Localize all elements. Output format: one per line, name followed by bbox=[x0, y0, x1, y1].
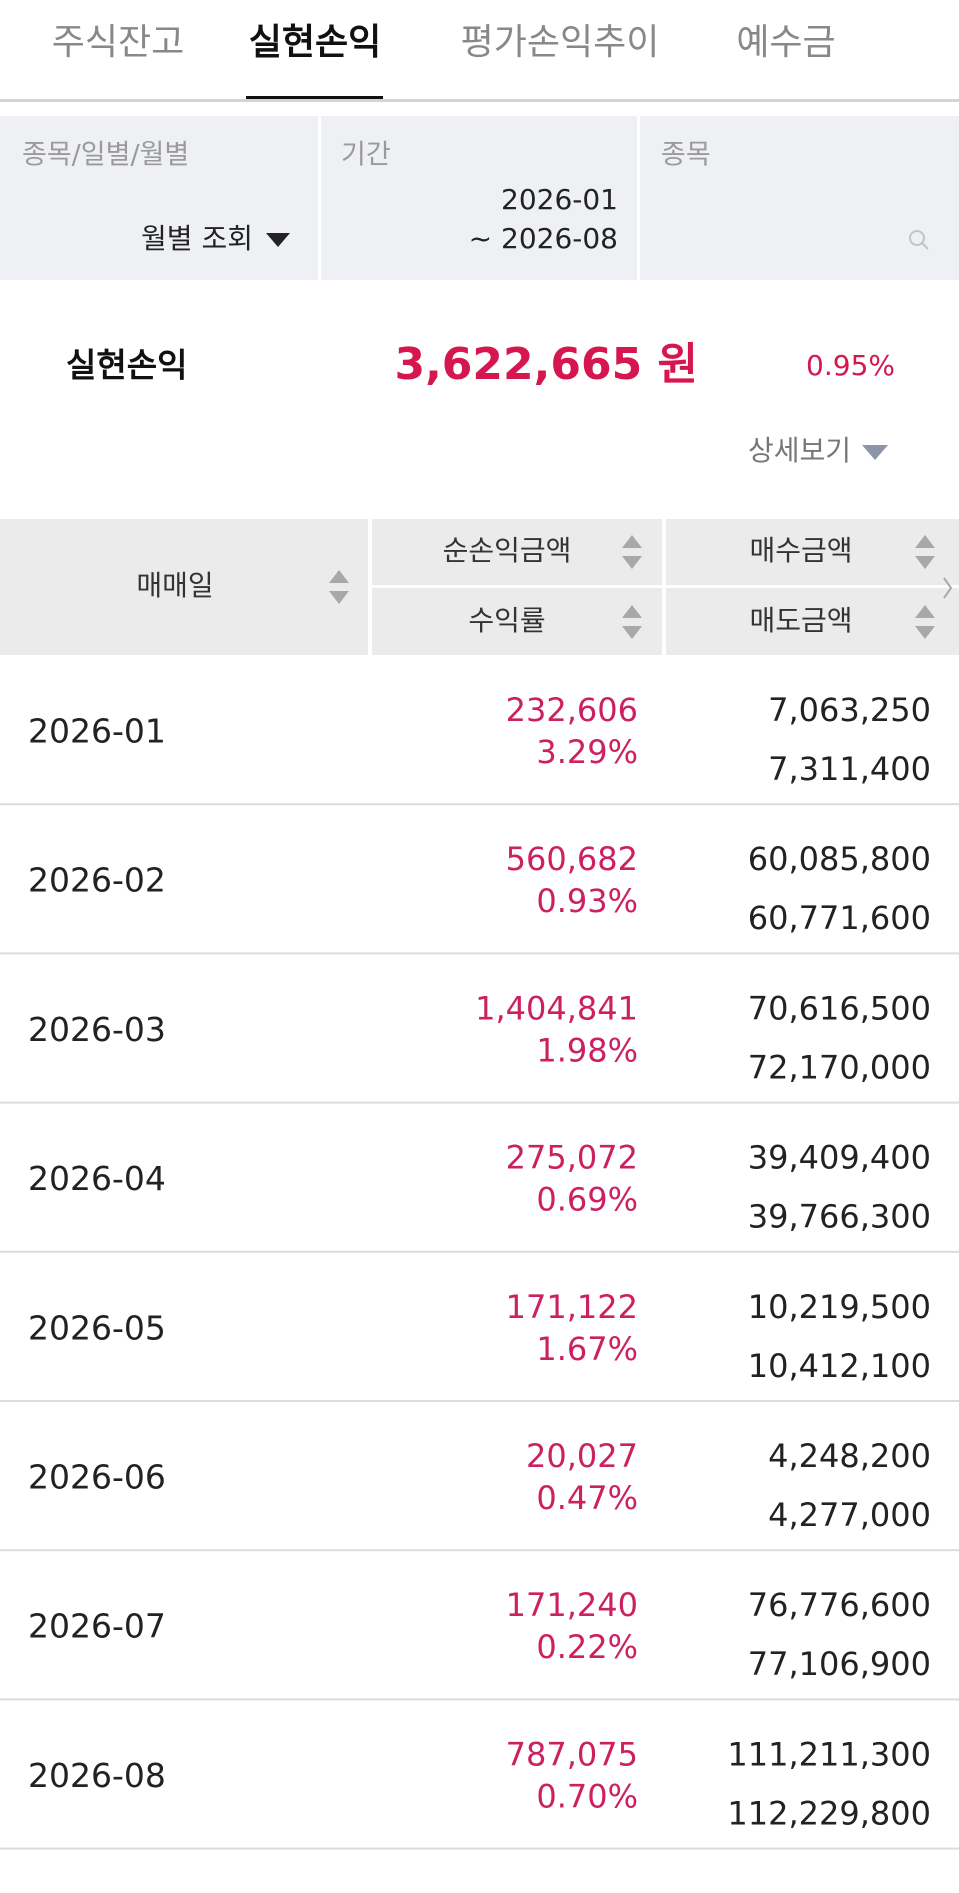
row-profit: 171,240 bbox=[506, 1586, 638, 1624]
row-profit: 1,404,841 bbox=[475, 989, 638, 1027]
row-sell: 39,766,300 bbox=[748, 1198, 931, 1236]
detail-arrow[interactable] bbox=[862, 445, 888, 460]
row-profit: 275,072 bbox=[506, 1139, 638, 1177]
row-sell: 10,412,100 bbox=[748, 1347, 931, 1385]
row-date: 2026-02 bbox=[28, 861, 166, 900]
row-divider bbox=[0, 1847, 959, 1850]
row-buy: 111,211,300 bbox=[727, 1735, 931, 1773]
row-divider bbox=[0, 1549, 959, 1552]
tab-divider bbox=[0, 99, 959, 102]
row-date: 2026-04 bbox=[28, 1159, 166, 1198]
row-sell: 112,229,800 bbox=[727, 1794, 931, 1832]
row-profit: 232,606 bbox=[506, 691, 638, 729]
row-rate: 0.93% bbox=[536, 882, 638, 920]
row-buy: 39,409,400 bbox=[748, 1139, 931, 1177]
dropdown-arrow[interactable] bbox=[266, 233, 290, 247]
row-sell: 77,106,900 bbox=[748, 1645, 931, 1683]
row-buy: 60,085,800 bbox=[748, 840, 931, 878]
row-divider bbox=[0, 1250, 959, 1253]
summary-amount: 3,622,665 원 bbox=[394, 339, 698, 390]
header-separator bbox=[372, 585, 959, 588]
sort-icon[interactable] bbox=[622, 535, 642, 569]
row-sell: 7,311,400 bbox=[768, 750, 931, 788]
header-sell[interactable]: 매도금액 bbox=[749, 604, 852, 637]
row-rate: 3.29% bbox=[536, 733, 638, 771]
row-profit: 20,027 bbox=[526, 1437, 638, 1475]
filter-value[interactable]: 월별 조회 bbox=[141, 222, 253, 255]
row-rate: 0.69% bbox=[536, 1181, 638, 1219]
tab-bar: 주식잔고 실현손익 평가손익추이 예수금 bbox=[52, 22, 836, 102]
sort-icon[interactable] bbox=[915, 535, 935, 569]
row-profit: 787,075 bbox=[506, 1735, 638, 1773]
row-divider bbox=[0, 1698, 959, 1701]
tab[interactable]: 실현손익 bbox=[249, 22, 381, 63]
tab[interactable]: 주식잔고 bbox=[52, 22, 184, 63]
row-sell: 4,277,000 bbox=[768, 1496, 931, 1534]
period-from[interactable]: 2026-01 bbox=[501, 183, 618, 216]
row-divider bbox=[0, 803, 959, 806]
filter-separator bbox=[637, 116, 640, 280]
row-divider bbox=[0, 952, 959, 955]
header-separator bbox=[368, 519, 372, 655]
tab[interactable]: 예수금 bbox=[736, 22, 835, 63]
filter-label: 종목/일별/월별 bbox=[22, 140, 189, 171]
row-divider bbox=[0, 1101, 959, 1104]
sort-icons bbox=[329, 535, 935, 639]
row-profit: 560,682 bbox=[506, 840, 638, 878]
sort-icon[interactable] bbox=[329, 570, 349, 604]
row-rate: 1.98% bbox=[536, 1031, 638, 1069]
search-icon[interactable] bbox=[909, 230, 929, 250]
row-date: 2026-07 bbox=[28, 1607, 166, 1646]
row-divider bbox=[0, 1400, 959, 1402]
row-rate: 0.47% bbox=[536, 1479, 638, 1517]
row-sell: 72,170,000 bbox=[748, 1048, 931, 1086]
row-rate: 1.67% bbox=[536, 1330, 638, 1368]
header-profit[interactable]: 순손익금액 bbox=[443, 534, 572, 567]
header-rate[interactable]: 수익률 bbox=[468, 604, 545, 637]
scroll-right-arrow[interactable] bbox=[943, 577, 953, 599]
sort-icon[interactable] bbox=[622, 605, 642, 639]
row-date: 2026-06 bbox=[28, 1458, 166, 1497]
period-to[interactable]: ~ 2026-08 bbox=[469, 222, 618, 255]
filter-separator bbox=[318, 116, 321, 280]
row-buy: 4,248,200 bbox=[768, 1437, 931, 1475]
filter-label: 기간 bbox=[341, 140, 391, 171]
row-sell: 60,771,600 bbox=[748, 899, 931, 937]
filter-label: 종목 bbox=[661, 140, 711, 171]
header-buy[interactable]: 매수금액 bbox=[749, 534, 852, 567]
table-body: 2026-01 232,606 3.29% 7,063,250 7,311,400 202… bbox=[0, 691, 959, 1850]
row-date: 2026-03 bbox=[28, 1010, 166, 1049]
summary-rate: 0.95% bbox=[806, 349, 895, 382]
detail-toggle[interactable]: 상세보기 bbox=[748, 434, 851, 467]
summary-label: 실현손익 bbox=[66, 346, 187, 385]
row-profit: 171,122 bbox=[506, 1288, 638, 1326]
row-rate: 0.22% bbox=[536, 1628, 638, 1666]
sort-icon[interactable] bbox=[915, 605, 935, 639]
header-date[interactable]: 매매일 bbox=[136, 569, 213, 602]
row-date: 2026-08 bbox=[28, 1756, 166, 1795]
row-date: 2026-01 bbox=[28, 712, 166, 751]
row-buy: 10,219,500 bbox=[748, 1288, 931, 1326]
row-rate: 0.70% bbox=[536, 1777, 638, 1815]
filter-panel bbox=[0, 116, 959, 280]
row-buy: 76,776,600 bbox=[748, 1586, 931, 1624]
row-buy: 7,063,250 bbox=[768, 691, 931, 729]
tab[interactable]: 평가손익추이 bbox=[461, 22, 660, 63]
row-buy: 70,616,500 bbox=[748, 989, 931, 1027]
row-date: 2026-05 bbox=[28, 1308, 166, 1347]
